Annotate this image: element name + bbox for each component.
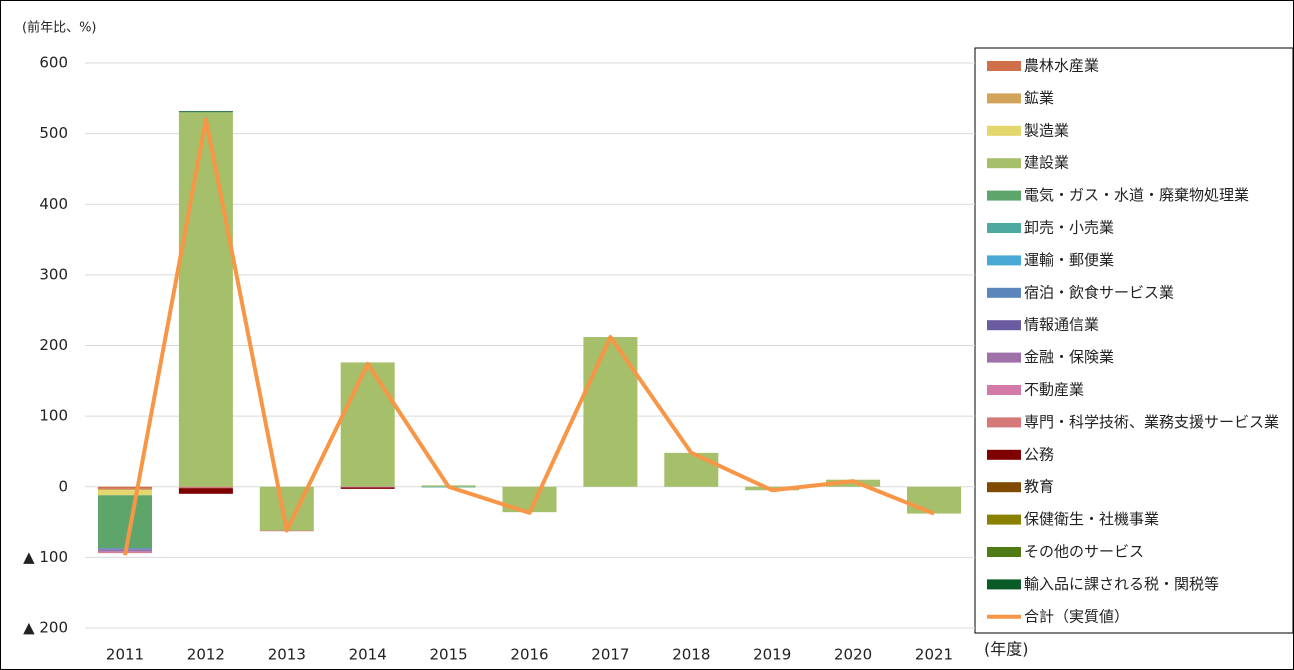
legend-label: 金融・保険業 xyxy=(1024,348,1114,366)
bar-segment xyxy=(98,495,152,549)
x-tick-label: 2015 xyxy=(430,646,468,664)
legend-swatch xyxy=(987,93,1021,104)
bar-segment xyxy=(340,486,395,488)
x-tick-label: 2014 xyxy=(349,646,387,664)
y-tick-label: 400 xyxy=(39,195,68,213)
legend-swatch xyxy=(987,417,1021,428)
legend-swatch xyxy=(987,579,1021,590)
x-tick-label: 2012 xyxy=(187,646,225,664)
x-tick-label: 2011 xyxy=(106,646,144,664)
y-tick-label: 200 xyxy=(39,336,68,354)
y-tick-label: 500 xyxy=(39,124,68,142)
bar-segment xyxy=(664,452,719,487)
legend-swatch xyxy=(987,158,1021,169)
bar-segment xyxy=(98,488,152,491)
bar-segment xyxy=(98,486,152,489)
bar-segment xyxy=(340,487,395,489)
bar-segment xyxy=(340,362,395,487)
legend-label: 合計（実質値） xyxy=(1024,607,1129,625)
legend-label: 教育 xyxy=(1024,478,1054,496)
bar-segment xyxy=(178,111,233,112)
legend-label: 保健衛生・社機事業 xyxy=(1024,510,1159,528)
y-tick-label: ▲ 200 xyxy=(23,619,68,637)
legend-swatch xyxy=(987,61,1021,71)
legend-label: 農林水産業 xyxy=(1024,57,1099,75)
y-tick-label: 300 xyxy=(39,265,68,283)
legend-label: 専門・科学技術、業務支援サービス業 xyxy=(1024,413,1279,431)
x-tick-label: 2020 xyxy=(834,646,872,664)
legend-label: 電気・ガス・水道・廃棄物処理業 xyxy=(1024,186,1249,204)
bar-segment xyxy=(178,486,233,489)
y-tick-label: 600 xyxy=(39,54,68,72)
x-tick-label: 2021 xyxy=(915,646,953,664)
legend-swatch xyxy=(987,320,1021,331)
bar-segment xyxy=(98,490,152,496)
x-axis-label: (年度) xyxy=(984,640,1029,659)
y-tick-label: 100 xyxy=(39,407,68,425)
legend-label: 輸入品に課される税・関税等 xyxy=(1024,575,1219,593)
legend-swatch xyxy=(987,287,1021,298)
bar-segment xyxy=(178,112,233,487)
legend-label: 宿泊・飲食サービス業 xyxy=(1024,283,1174,301)
x-tick-label: 2013 xyxy=(268,646,306,664)
legend-swatch xyxy=(987,547,1021,557)
legend-label: 建設業 xyxy=(1024,154,1069,172)
legend-label: 製造業 xyxy=(1024,121,1069,139)
legend-label: 公務 xyxy=(1024,445,1054,463)
x-tick-label: 2018 xyxy=(672,646,710,664)
y-axis-label: (前年比、%) xyxy=(22,20,97,36)
x-tick-label: 2019 xyxy=(753,646,791,664)
total-line xyxy=(123,117,935,556)
legend-swatch xyxy=(987,352,1021,363)
bar-segment xyxy=(178,488,233,494)
legend-swatch xyxy=(987,385,1021,395)
bar-segment xyxy=(907,486,961,514)
x-tick-label: 2017 xyxy=(591,646,629,664)
legend-label: 運輸・郵便業 xyxy=(1024,251,1114,269)
y-tick-label: ▲ 100 xyxy=(23,548,68,566)
y-tick-label: 0 xyxy=(58,477,68,495)
legend-label: 不動産業 xyxy=(1024,381,1084,399)
legend-label: その他のサービス xyxy=(1024,543,1144,561)
legend-box xyxy=(974,47,1294,634)
legend-swatch xyxy=(987,125,1021,136)
legend-label: 鉱業 xyxy=(1024,89,1054,107)
legend-swatch xyxy=(987,514,1021,525)
legend-swatch xyxy=(987,449,1021,460)
x-tick-label: 2016 xyxy=(510,646,548,664)
legend-label: 卸売・小売業 xyxy=(1024,219,1114,237)
legend-swatch xyxy=(987,255,1021,266)
bar-segment xyxy=(178,111,233,113)
bar-segment xyxy=(583,337,638,487)
legend-swatch xyxy=(987,223,1021,233)
legend-swatch xyxy=(987,482,1021,493)
legend-swatch xyxy=(987,190,1021,201)
legend-label: 情報通信業 xyxy=(1024,316,1099,334)
